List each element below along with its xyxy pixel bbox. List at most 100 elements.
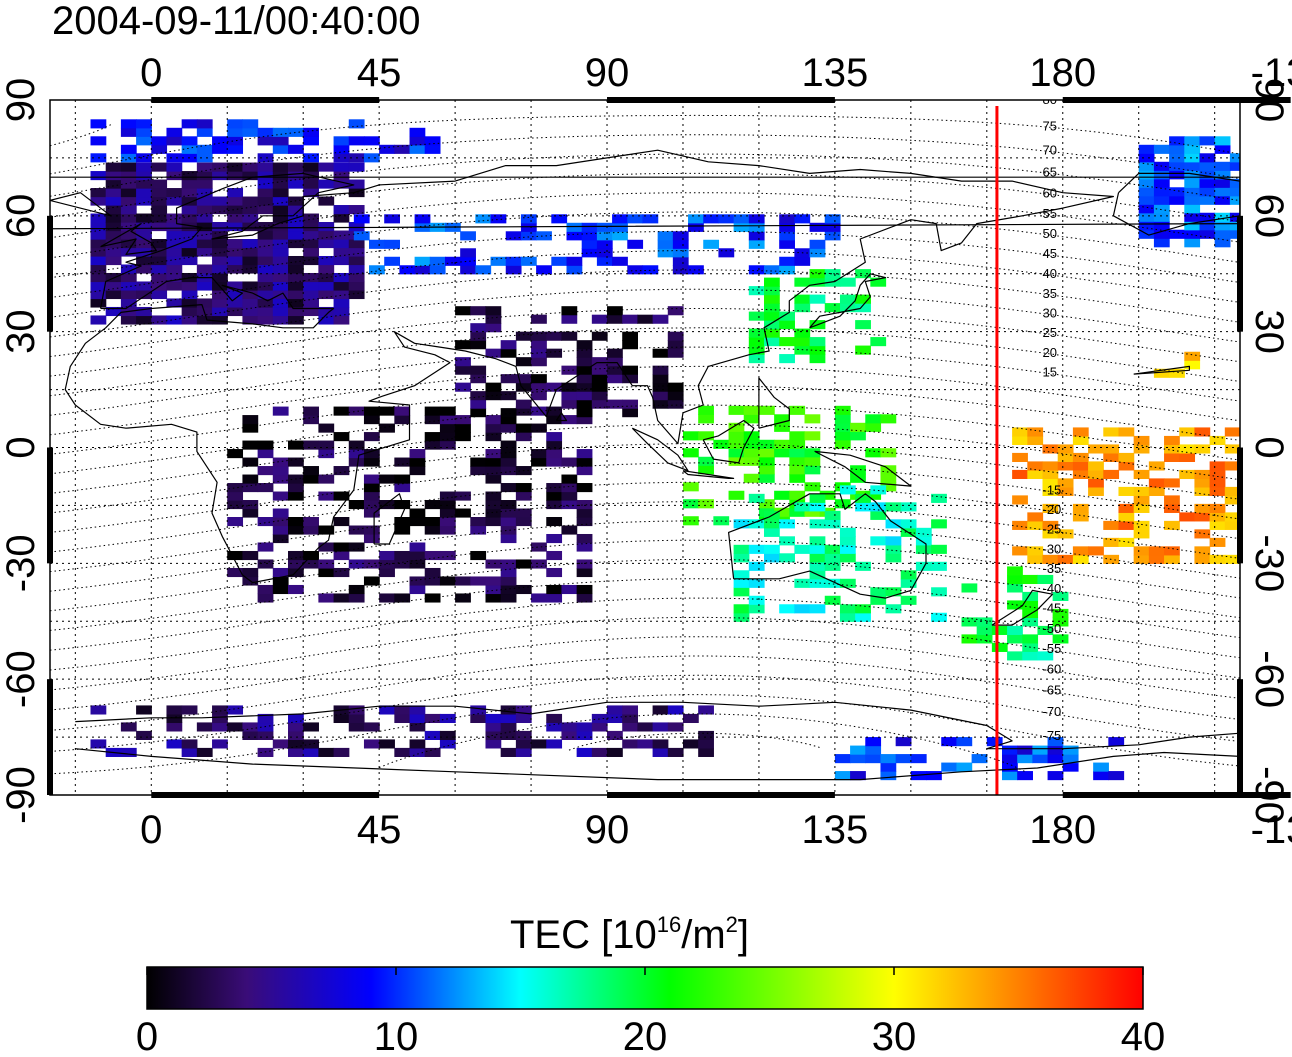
- coastline: [1112, 172, 1240, 236]
- tec-cell: [353, 231, 370, 241]
- tec-cell: [748, 354, 765, 364]
- tec-cell: [1012, 520, 1028, 530]
- tec-cell: [536, 265, 552, 275]
- tec-cell: [515, 432, 532, 442]
- lon-tick-label-bottom: 45: [357, 808, 402, 852]
- tec-cell: [1007, 634, 1023, 644]
- tec-cell: [1002, 762, 1018, 772]
- tec-cell: [698, 465, 714, 475]
- tec-cell: [363, 500, 380, 510]
- tec-cell: [227, 550, 244, 561]
- maglat-contour: [50, 462, 1240, 533]
- tec-cell: [779, 519, 795, 529]
- tec-cell: [1027, 554, 1044, 564]
- tec-cell: [120, 289, 137, 300]
- tec-cell: [348, 188, 365, 198]
- tec-cell: [1214, 178, 1231, 188]
- tec-cell: [272, 517, 289, 527]
- tec-cell: [181, 315, 198, 325]
- tec-cell: [804, 414, 821, 424]
- tec-cell: [475, 265, 492, 275]
- tec-cell: [384, 256, 401, 266]
- tec-cell: [1194, 503, 1211, 513]
- tec-cell: [515, 739, 532, 749]
- tec-cell: [667, 705, 684, 715]
- tec-cell: [809, 578, 826, 588]
- tec-cell: [520, 256, 537, 266]
- tec-cell: [303, 272, 319, 283]
- tec-cell: [455, 576, 471, 586]
- tec-cell: [318, 542, 335, 552]
- tec-cell: [303, 747, 319, 757]
- tec-cell: [505, 256, 522, 266]
- tec-cell: [880, 754, 897, 764]
- tec-cell: [151, 136, 168, 146]
- tec-cell: [515, 508, 532, 518]
- tec-cell: [622, 374, 639, 384]
- tec-cell: [257, 730, 274, 740]
- maglat-contour: [50, 616, 1240, 691]
- tec-cell: [470, 331, 487, 341]
- tec-cell: [576, 500, 593, 510]
- tec-cell: [531, 382, 547, 392]
- tec-cell: [212, 298, 228, 308]
- tec-cell: [1179, 444, 1196, 454]
- tec-cell: [682, 499, 699, 509]
- coastline: [814, 450, 912, 487]
- tec-cell: [348, 584, 365, 595]
- maglat-label: -20: [1043, 502, 1062, 517]
- tec-cell: [379, 500, 395, 510]
- tec-cell: [500, 408, 517, 418]
- tec-cell: [1022, 600, 1039, 610]
- maglat-contour: [50, 559, 1240, 631]
- tec-cell: [1088, 469, 1104, 479]
- tec-cell: [531, 739, 547, 749]
- tec-cell: [764, 265, 780, 275]
- tec-cell: [581, 231, 598, 241]
- tec-cell: [485, 391, 502, 401]
- tec-cell: [1042, 486, 1059, 496]
- tec-cell: [227, 264, 244, 274]
- tec-cell: [515, 517, 532, 527]
- tec-cell: [500, 559, 517, 569]
- tec-cell: [485, 500, 502, 510]
- tec-cell: [682, 713, 699, 724]
- tec-cell: [288, 440, 304, 450]
- tec-cell: [288, 306, 304, 317]
- maglat-label: -40: [1043, 581, 1062, 596]
- tec-cell: [348, 179, 365, 189]
- tec-cell: [500, 440, 517, 450]
- tec-cell: [475, 214, 492, 224]
- tec-cell: [789, 507, 806, 517]
- tec-cell: [288, 722, 304, 732]
- tec-cell: [120, 230, 137, 240]
- tec-cell: [607, 399, 623, 409]
- tec-cell: [288, 205, 304, 215]
- tec-cell: [272, 255, 289, 266]
- tec-cell: [257, 593, 274, 603]
- tec-cell: [991, 625, 1008, 635]
- tec-cell: [181, 171, 198, 181]
- tec-cell: [855, 604, 871, 614]
- tec-cell: [789, 431, 806, 441]
- tec-cell: [166, 713, 183, 724]
- frame-bar-bottom: [1062, 792, 1291, 798]
- tec-cell: [505, 231, 522, 241]
- tec-cell: [779, 239, 795, 249]
- frame-bar-bottom: [151, 792, 380, 798]
- tec-cell: [728, 490, 745, 500]
- tec-cell: [764, 328, 780, 338]
- tec-cell: [136, 222, 152, 232]
- tec-cell: [242, 508, 259, 518]
- tec-cell: [333, 315, 350, 325]
- tec-cell: [1138, 195, 1155, 205]
- maglat-contour: [50, 385, 1240, 455]
- tec-cell: [288, 298, 304, 308]
- tec-cell: [961, 583, 978, 593]
- tec-cell: [257, 162, 274, 172]
- tec-cell: [779, 553, 795, 563]
- tec-cell: [865, 745, 882, 755]
- tec-cell: [789, 473, 806, 483]
- frame-bar-left: [47, 215, 53, 332]
- tec-cell: [348, 136, 365, 146]
